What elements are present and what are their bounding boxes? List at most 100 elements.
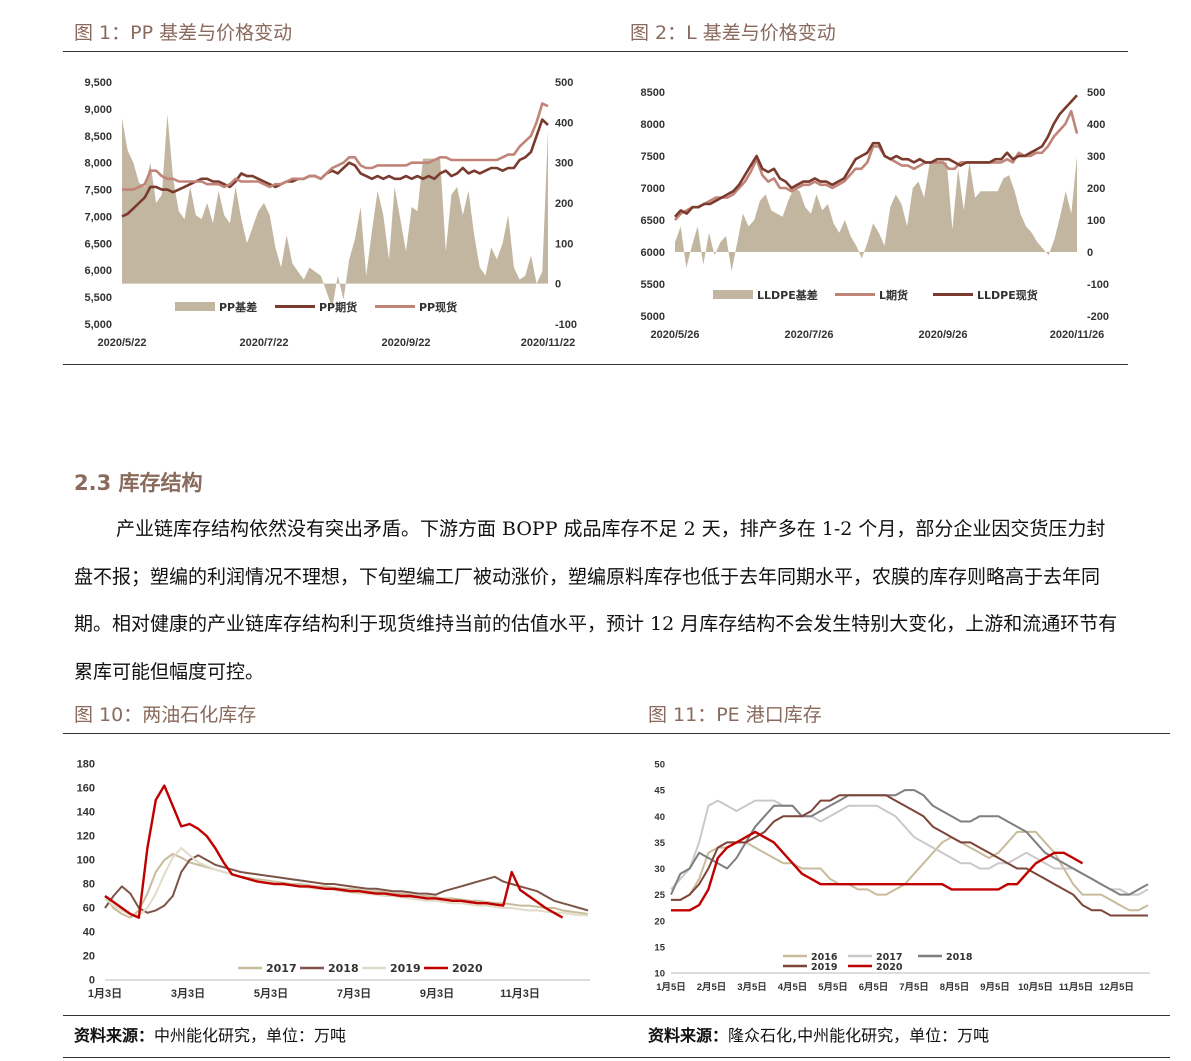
x-tick-label: 6月5日	[859, 982, 889, 993]
y-left-tick-label: 8000	[641, 119, 665, 131]
y-tick-label: 140	[77, 807, 95, 819]
y-left-tick-label: 6,000	[84, 265, 112, 277]
l-basis-chart: 8500 8000 7500 7000 6500 6000 5500 5000 500 400 30…	[625, 60, 1125, 360]
y-tick-label: 50	[654, 760, 665, 771]
pp-basis-chart: 9,500 9,000 8,500 8,000 7,500 7,000 6,500 6,000…	[70, 60, 610, 360]
y-tick-label: 100	[77, 855, 95, 867]
series-2016-line	[671, 830, 1149, 912]
source-left-label: 资料来源：	[74, 1026, 155, 1045]
section-heading: 2.3 库存结构	[74, 471, 203, 495]
series-2018-line	[104, 854, 589, 914]
y-tick-label: 30	[654, 864, 665, 875]
y-left-tick-label: 9,500	[84, 77, 112, 89]
y-right-tick-label: 0	[1087, 247, 1093, 259]
fig10-title: 图 10：两油石化库存	[74, 704, 257, 726]
two-oil-inventory-chart: 180 160 140 120 100 80 60 40 20 0 1月3日 3月3日 5月3日 7月3日…	[70, 748, 610, 1008]
y-left-tick-label: 6,500	[84, 238, 112, 250]
series-2020-line	[104, 784, 564, 919]
y-tick-label: 40	[83, 927, 95, 939]
pp-chart-svg: 9,500 9,000 8,500 8,000 7,500 7,000 6,500 6,000…	[84, 77, 577, 349]
y-tick-label: 10	[654, 969, 665, 980]
y-left-tick-label: 5000	[641, 311, 665, 323]
x-tick-label: 2020/7/26	[785, 329, 834, 341]
y-right-tick-label: 100	[1087, 215, 1105, 227]
y-tick-label: 180	[77, 759, 95, 771]
legend-label: LLDPE基差	[757, 288, 818, 302]
legend-label: 2017	[266, 962, 297, 975]
x-tick-label: 2020/5/26	[651, 329, 700, 341]
top-divider	[63, 51, 1128, 52]
y-tick-label: 0	[89, 975, 95, 987]
pe-port-inventory-chart: 50 45 40 35 30 25 20 15 10 1月5日 2月5日 3月5日 4月5日 5月5日 6月…	[645, 748, 1165, 1008]
y-tick-label: 80	[83, 879, 95, 891]
x-tick-label: 9月3日	[420, 987, 454, 1000]
y-tick-label: 20	[83, 951, 95, 963]
series-2019-line	[671, 794, 1148, 917]
x-tick-label: 7月3日	[337, 987, 371, 1000]
x-tick-label: 2020/11/26	[1050, 329, 1104, 341]
y-left-tick-label: 6000	[641, 247, 665, 259]
legend-label: 2019	[390, 962, 421, 975]
x-tick-label: 7月5日	[899, 982, 929, 993]
legend-label: 2016	[811, 952, 838, 963]
y-left-tick-label: 7,000	[84, 211, 112, 223]
y-tick-label: 40	[654, 812, 665, 823]
legend-label: 2020	[876, 962, 903, 973]
y-right-tick-label: -200	[1087, 311, 1109, 323]
source-top-divider	[63, 1015, 1170, 1016]
y-right-tick-label: 300	[1087, 151, 1105, 163]
lower-top-divider	[63, 733, 1170, 734]
LLDPE现货-line	[674, 94, 1078, 218]
legend-label: 2017	[876, 952, 902, 963]
y-left-tick-label: 7,500	[84, 185, 112, 197]
x-tick-label: 11月3日	[500, 987, 540, 1000]
y-left-tick-label: 7500	[641, 151, 665, 163]
x-tick-label: 2020/7/22	[240, 337, 289, 349]
legend-label: LLDPE现货	[977, 288, 1038, 302]
y-right-tick-label: 200	[555, 198, 573, 210]
legend-label: L期货	[879, 288, 908, 302]
x-tick-label: 5月5日	[818, 982, 848, 993]
y-left-tick-label: 5,000	[84, 319, 112, 331]
y-tick-label: 35	[654, 838, 665, 849]
y-right-tick-label: 500	[1087, 87, 1105, 99]
x-tick-label: 2020/11/22	[521, 337, 575, 349]
source-right-label: 资料来源：	[648, 1026, 729, 1045]
y-right-tick-label: 100	[555, 238, 573, 250]
y-left-tick-label: 8,000	[84, 158, 112, 170]
y-left-tick-label: 5500	[641, 279, 665, 291]
y-right-tick-label: -100	[1087, 279, 1109, 291]
bottom-divider	[63, 1057, 1170, 1058]
basis-area-series	[675, 156, 1077, 272]
fig2-title: 图 2：L 基差与价格变动	[630, 22, 836, 44]
x-tick-label: 8月5日	[940, 982, 970, 993]
pe-port-chart-svg: 50 45 40 35 30 25 20 15 10 1月5日 2月5日 3月5日 4月5日 5月5日 6月…	[654, 760, 1150, 993]
x-tick-label: 4月5日	[778, 982, 808, 993]
x-tick-label: 2月5日	[697, 982, 727, 993]
x-tick-label: 2020/9/26	[919, 329, 968, 341]
x-tick-label: 10月5日	[1018, 982, 1053, 993]
x-tick-label: 12月5日	[1099, 982, 1134, 993]
y-left-tick-label: 6500	[641, 215, 665, 227]
y-tick-label: 15	[654, 942, 665, 953]
legend-label: 2018	[328, 962, 359, 975]
y-tick-label: 160	[77, 783, 95, 795]
paragraph-text: 产业链库存结构依然没有突出矛盾。下游方面 BOPP 成品库存不足 2 天，排产多…	[74, 518, 1118, 683]
x-tick-label: 3月5日	[737, 982, 767, 993]
source-left: 资料来源：中州能化研究，单位：万吨	[74, 1022, 346, 1046]
source-left-text: 中州能化研究，单位：万吨	[154, 1026, 347, 1045]
series-2017-line	[670, 799, 1149, 896]
y-tick-label: 25	[654, 890, 665, 901]
fig1-title: 图 1：PP 基差与价格变动	[74, 22, 293, 44]
x-tick-label: 2020/5/22	[98, 337, 147, 349]
fig11-title: 图 11：PE 港口库存	[648, 704, 822, 726]
y-right-tick-label: -100	[555, 319, 577, 331]
y-tick-label: 20	[654, 916, 665, 927]
basis-area-series	[122, 114, 548, 308]
legend-swatch	[175, 302, 215, 311]
section-paragraph: 产业链库存结构依然没有突出矛盾。下游方面 BOPP 成品库存不足 2 天，排产多…	[74, 506, 1124, 696]
y-right-tick-label: 200	[1087, 183, 1105, 195]
legend-label: 2018	[946, 952, 973, 963]
y-left-tick-label: 9,000	[84, 104, 112, 116]
